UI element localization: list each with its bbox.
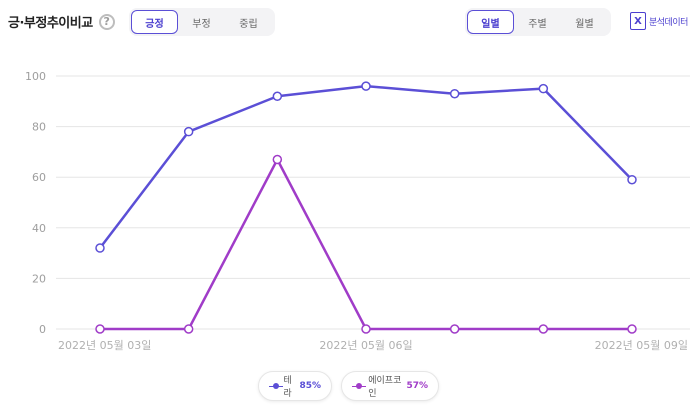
x-tick-label: 2022년 05월 09일	[595, 338, 688, 352]
y-tick-label: 60	[32, 171, 46, 184]
series-line-2	[98, 158, 634, 331]
y-tick-label: 80	[32, 121, 46, 134]
series-line-1	[98, 84, 634, 250]
tab-neutral[interactable]: 중립	[239, 18, 258, 30]
legend-marker-series-1	[269, 382, 283, 390]
legend-name-series-2: 에이프코인	[368, 376, 402, 399]
y-tick-label: 40	[32, 222, 46, 235]
y-tick-label: 0	[39, 323, 46, 336]
data-point-series-2	[538, 324, 549, 334]
tab-weekly[interactable]: 주별	[528, 18, 547, 30]
data-point-series-1	[272, 91, 283, 101]
legend-item-series-1[interactable]: 테라 85%	[258, 371, 332, 401]
data-point-series-2	[183, 324, 194, 334]
tab-monthly[interactable]: 월별	[575, 18, 594, 30]
legend-item-series-2[interactable]: 에이프코인 57%	[341, 371, 439, 401]
data-point-series-2	[449, 324, 460, 334]
export-data-button[interactable]: X 분석데이터	[630, 12, 688, 30]
x-tick-label: 2022년 05월 06일	[319, 338, 412, 352]
data-point-series-1	[95, 243, 105, 253]
tab-positive[interactable]: 긍정	[131, 10, 178, 34]
page-title: 긍·부정추이비교	[8, 16, 93, 31]
data-point-series-1	[183, 126, 194, 137]
sentiment-toggle: 긍정 부정 중립	[129, 8, 275, 36]
title-group: 긍·부정추이비교 ?	[8, 12, 115, 31]
period-toggle: 일별 주별 월별	[465, 8, 611, 36]
data-point-series-1	[361, 81, 371, 91]
excel-icon: X	[630, 12, 646, 30]
y-tick-label: 100	[25, 70, 46, 83]
question-circle-icon[interactable]: ?	[98, 13, 115, 30]
export-label: 분석데이터	[649, 17, 688, 28]
data-point-series-1	[627, 174, 637, 185]
legend-percent-series-2: 57%	[406, 381, 428, 391]
data-point-series-2	[95, 324, 105, 334]
data-point-series-2	[272, 154, 283, 165]
legend-marker-series-2	[352, 382, 366, 390]
tab-daily[interactable]: 일별	[467, 10, 514, 34]
data-point-series-1	[449, 88, 460, 99]
data-point-series-1	[538, 83, 549, 94]
data-point-series-2	[361, 324, 371, 334]
data-point-series-2	[627, 324, 637, 334]
y-tick-label: 20	[32, 272, 46, 285]
tab-negative[interactable]: 부정	[192, 18, 211, 30]
legend-percent-series-1: 85%	[299, 381, 321, 391]
legend-name-series-1: 테라	[283, 376, 292, 399]
x-tick-label: 2022년 05월 03일	[58, 338, 151, 352]
